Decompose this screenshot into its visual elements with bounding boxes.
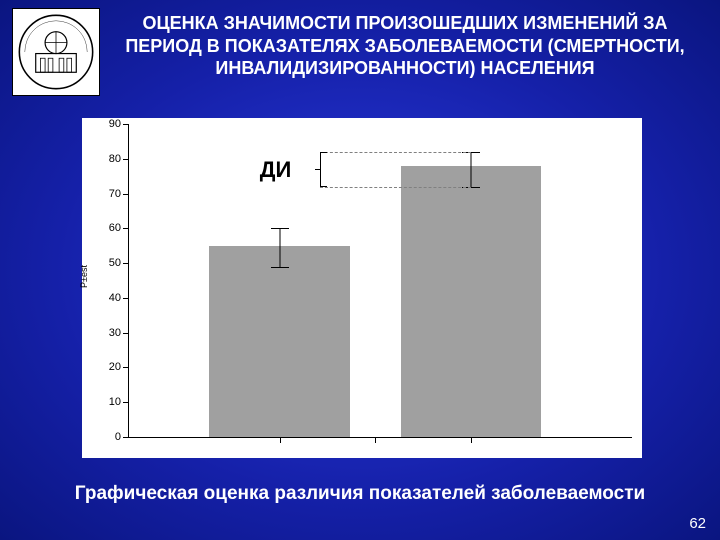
y-tick-label: 60 — [89, 222, 121, 234]
error-bar — [279, 228, 280, 266]
chart-plot-area: 0102030405060708090ДИ — [128, 124, 632, 438]
y-tick — [123, 333, 129, 334]
ci-label: ДИ — [260, 157, 292, 183]
y-tick — [123, 402, 129, 403]
slide: ОЦЕНКА ЗНАЧИМОСТИ ПРОИЗОШЕДШИХ ИЗМЕНЕНИЙ… — [0, 0, 720, 540]
y-tick-label: 70 — [89, 188, 121, 200]
y-tick-label: 20 — [89, 361, 121, 373]
chart-caption: Графическая оценка различия показателей … — [0, 482, 720, 506]
y-tick — [123, 437, 129, 438]
y-tick — [123, 194, 129, 195]
error-cap — [271, 267, 289, 268]
chart-panel: P±est 0102030405060708090ДИ — [82, 118, 642, 458]
slide-title: ОЦЕНКА ЗНАЧИМОСТИ ПРОИЗОШЕДШИХ ИЗМЕНЕНИЙ… — [108, 12, 702, 80]
x-tick — [375, 437, 376, 443]
y-tick-label: 10 — [89, 396, 121, 408]
y-tick — [123, 159, 129, 160]
y-tick-label: 90 — [89, 118, 121, 130]
bar — [209, 246, 350, 437]
error-bar — [471, 152, 472, 187]
x-tick — [280, 437, 281, 443]
y-tick-label: 50 — [89, 257, 121, 269]
dashed-guide — [320, 187, 471, 188]
y-tick — [123, 298, 129, 299]
y-tick — [123, 367, 129, 368]
y-tick-label: 30 — [89, 327, 121, 339]
error-cap — [271, 228, 289, 229]
logo-svg — [17, 13, 95, 91]
institution-logo — [12, 8, 100, 96]
y-axis-label: P±est — [79, 265, 89, 288]
y-tick-label: 80 — [89, 153, 121, 165]
y-tick — [123, 263, 129, 264]
bar — [401, 166, 542, 437]
x-tick — [471, 437, 472, 443]
y-tick — [123, 124, 129, 125]
y-tick-label: 0 — [89, 431, 121, 443]
dashed-guide — [320, 152, 471, 153]
page-number: 62 — [689, 515, 706, 532]
ci-brace — [320, 152, 321, 187]
y-tick-label: 40 — [89, 292, 121, 304]
y-tick — [123, 228, 129, 229]
